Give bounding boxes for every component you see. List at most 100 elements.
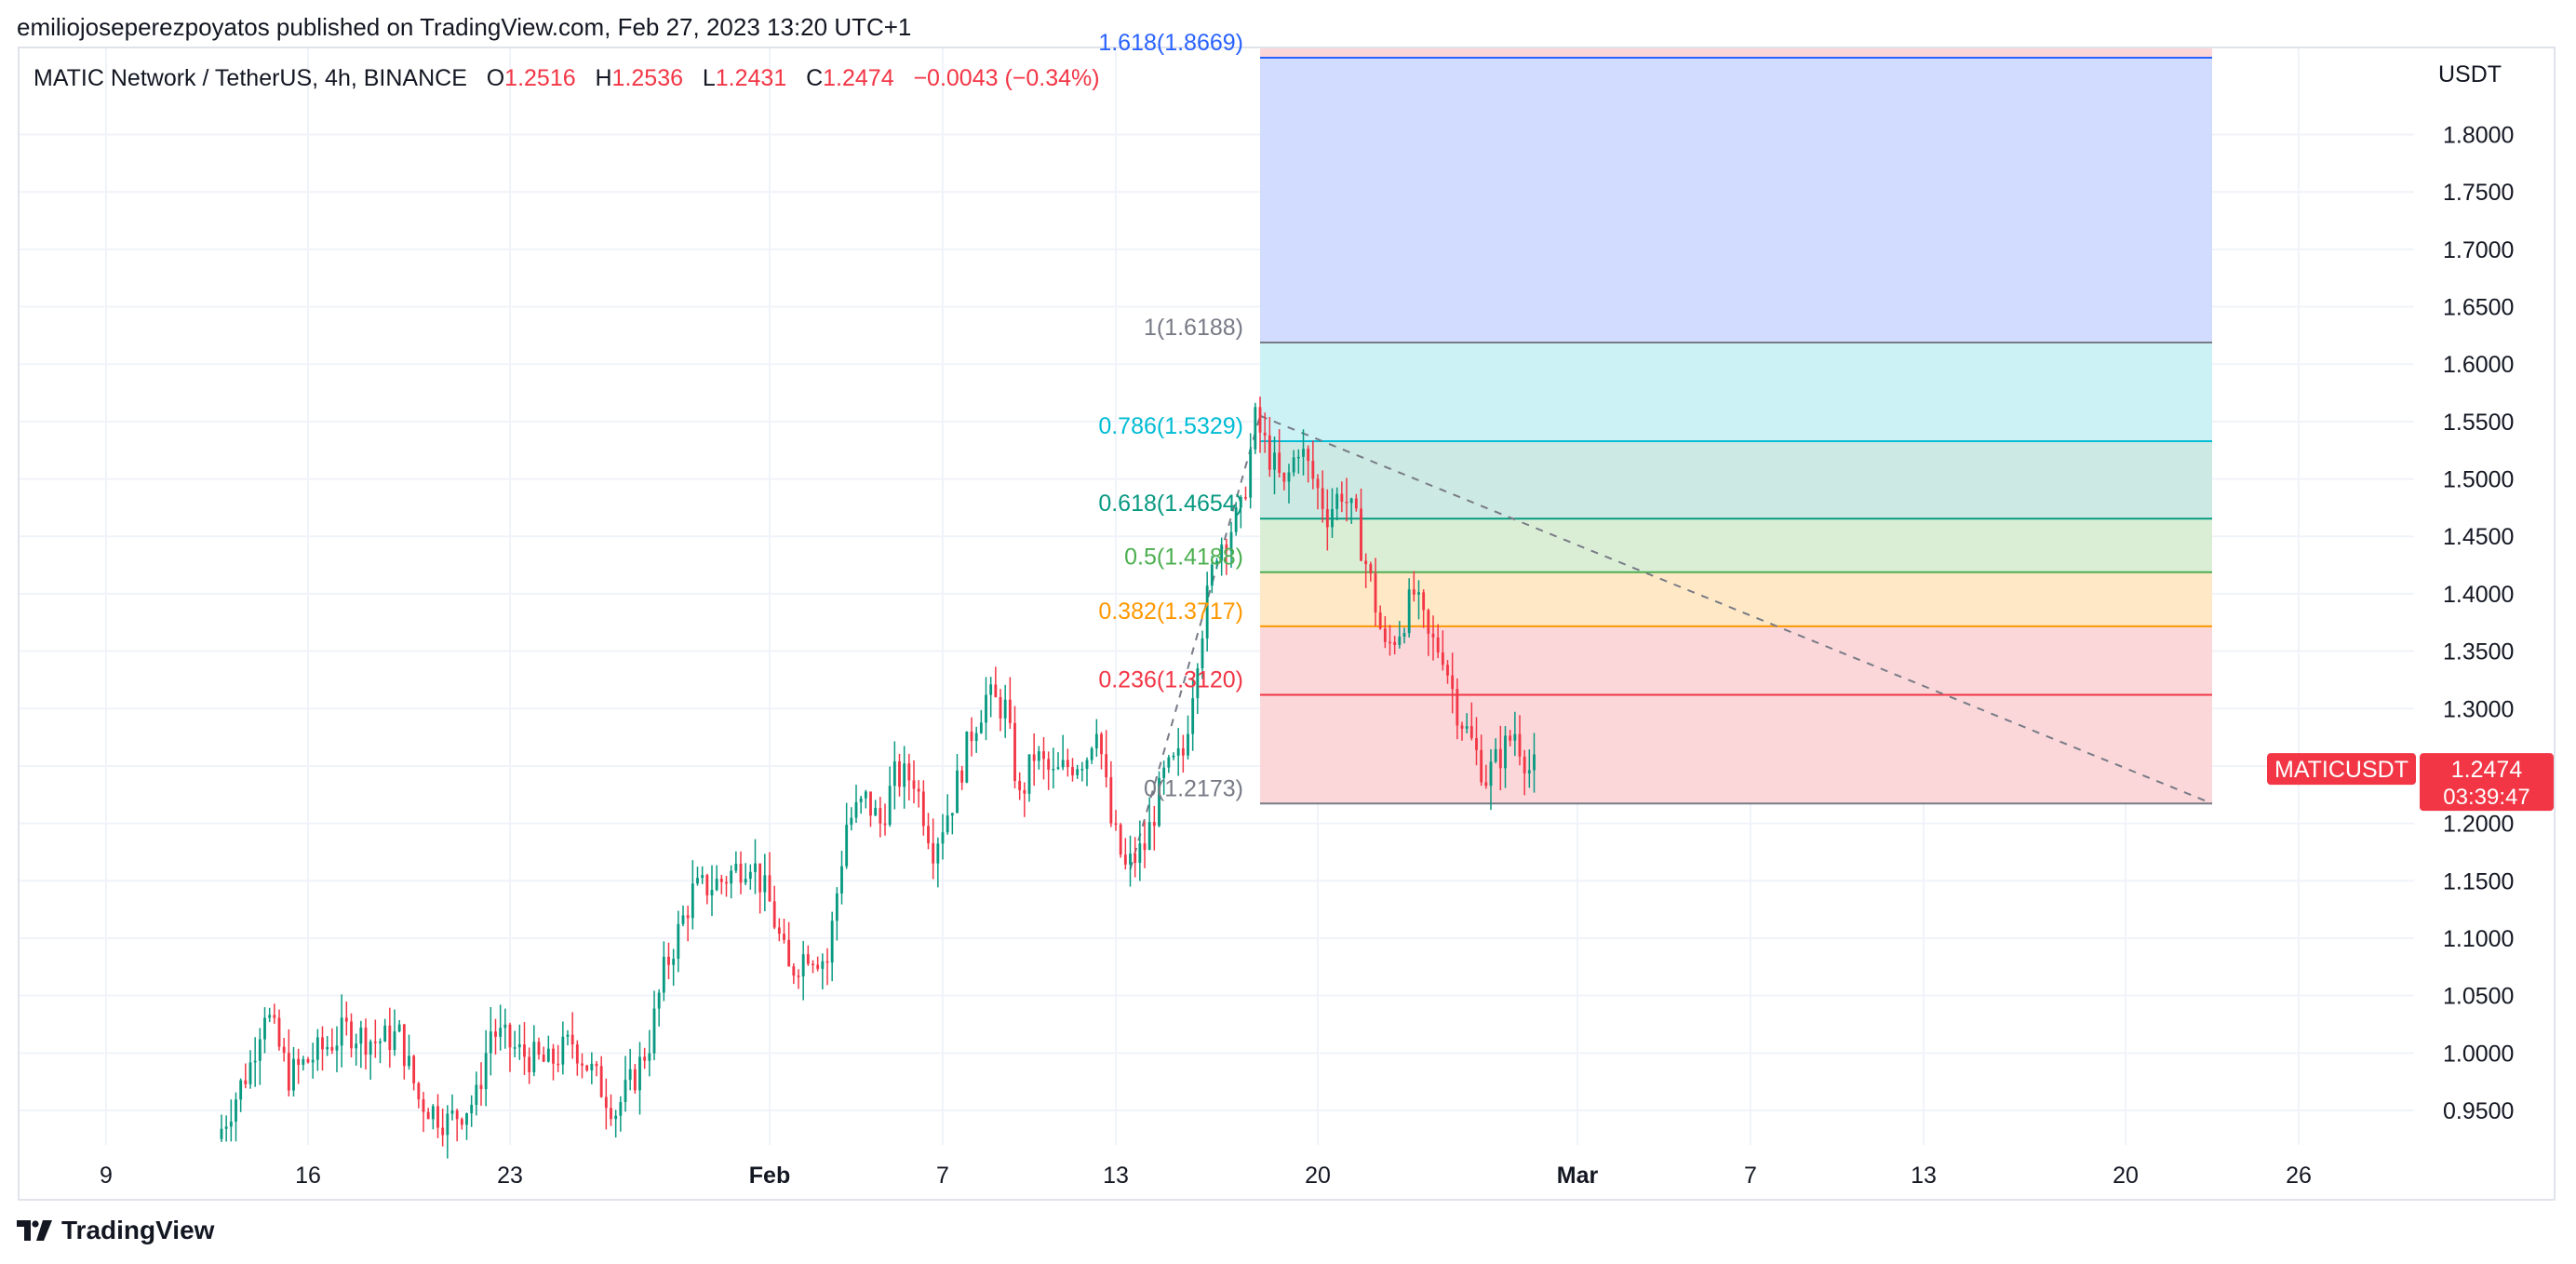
candle xyxy=(1220,537,1224,576)
candle-body xyxy=(465,1113,468,1125)
tradingview-footer[interactable]: TradingView xyxy=(17,1216,214,1245)
candle-body xyxy=(1003,699,1007,719)
candle xyxy=(1527,749,1531,788)
candle-body xyxy=(638,1056,641,1091)
candle-body xyxy=(417,1082,421,1100)
candle-body xyxy=(1147,822,1151,851)
candle-body xyxy=(662,956,665,993)
y-tick-label: 1.6500 xyxy=(2443,295,2514,321)
candle xyxy=(306,1056,310,1064)
candle-body xyxy=(595,1063,598,1067)
candle xyxy=(946,794,949,835)
candle xyxy=(1210,556,1214,594)
candle-body xyxy=(725,881,728,884)
candle xyxy=(994,666,998,698)
symbol-tag-label: MATICUSDT xyxy=(2274,757,2408,783)
candle xyxy=(1244,486,1247,501)
candle xyxy=(1225,538,1228,575)
candle-body xyxy=(460,1119,463,1125)
candle-body xyxy=(590,1063,594,1070)
candle-body xyxy=(455,1110,459,1120)
candle xyxy=(335,1026,339,1073)
candle-body xyxy=(1475,737,1478,750)
candle-body xyxy=(326,1046,329,1050)
candle xyxy=(1037,746,1040,770)
candle xyxy=(1533,733,1536,793)
candle-body xyxy=(1393,641,1397,645)
candle xyxy=(1436,624,1440,659)
candle xyxy=(956,754,959,814)
candle-body xyxy=(739,864,743,883)
x-tick-label: 7 xyxy=(1744,1163,1757,1189)
candle xyxy=(892,741,896,810)
candle xyxy=(898,753,901,797)
legend-c-label: C xyxy=(806,65,824,91)
candle xyxy=(393,1009,396,1056)
candle-body xyxy=(748,871,752,880)
candle-body xyxy=(1340,493,1344,503)
candle xyxy=(869,791,872,827)
candle-body xyxy=(1143,843,1147,851)
candle-body xyxy=(1345,502,1348,504)
candle-body xyxy=(292,1058,295,1091)
candle-body xyxy=(1451,675,1455,690)
candle-body xyxy=(758,863,762,893)
candle xyxy=(1316,474,1320,510)
candle xyxy=(599,1056,603,1098)
candle xyxy=(1105,730,1108,787)
candle xyxy=(985,677,987,741)
x-tick-label: Feb xyxy=(749,1163,790,1189)
candle xyxy=(792,962,796,985)
candle xyxy=(523,1022,526,1076)
candle xyxy=(662,941,665,1002)
y-tick-label: 1.8000 xyxy=(2443,123,2514,149)
x-tick-label: 13 xyxy=(1103,1163,1129,1189)
candle-body xyxy=(350,1021,353,1049)
candle-body xyxy=(1205,585,1209,639)
candle xyxy=(561,1021,565,1075)
legend-o-label: O xyxy=(486,65,505,91)
candle-body xyxy=(768,875,771,902)
candle-body xyxy=(1412,589,1415,595)
candle-body xyxy=(235,1099,237,1123)
candle-body xyxy=(648,1053,651,1061)
candle xyxy=(739,851,743,894)
candle-body xyxy=(907,763,911,781)
candle xyxy=(239,1078,243,1112)
candle-body xyxy=(373,1042,377,1043)
candle-body xyxy=(1307,449,1310,462)
candle xyxy=(1229,521,1233,568)
y-tick-label: 1.0500 xyxy=(2443,984,2514,1010)
candle-body xyxy=(364,1028,368,1056)
candle xyxy=(835,887,839,941)
candle-body xyxy=(1484,782,1488,787)
candle-body xyxy=(248,1062,252,1084)
candle-body xyxy=(1278,452,1281,474)
candle-body xyxy=(436,1106,439,1128)
candle-body xyxy=(224,1126,228,1129)
candle-body xyxy=(754,863,757,872)
fib-level-label: 0.618(1.4654) xyxy=(1098,491,1243,517)
candle xyxy=(1465,713,1469,733)
candle xyxy=(235,1092,237,1142)
y-tick-label: 1.7000 xyxy=(2443,237,2514,263)
candle-body xyxy=(1220,544,1224,561)
y-tick-label: 1.4500 xyxy=(2443,524,2514,550)
candle xyxy=(1469,702,1473,741)
candle-body xyxy=(1080,768,1084,771)
y-tick-label: 0.9500 xyxy=(2443,1098,2514,1124)
candle xyxy=(585,1064,589,1072)
candle-body xyxy=(599,1066,603,1097)
candle xyxy=(730,865,733,899)
candle xyxy=(652,990,656,1061)
candle xyxy=(748,864,752,890)
candle xyxy=(297,1048,301,1084)
candle-body xyxy=(1263,432,1267,436)
candle xyxy=(1027,754,1031,802)
candle-body xyxy=(1325,508,1329,528)
candle xyxy=(277,1009,281,1051)
candle-body xyxy=(321,1037,324,1050)
candle-body xyxy=(691,883,694,919)
candle-body xyxy=(705,875,709,895)
